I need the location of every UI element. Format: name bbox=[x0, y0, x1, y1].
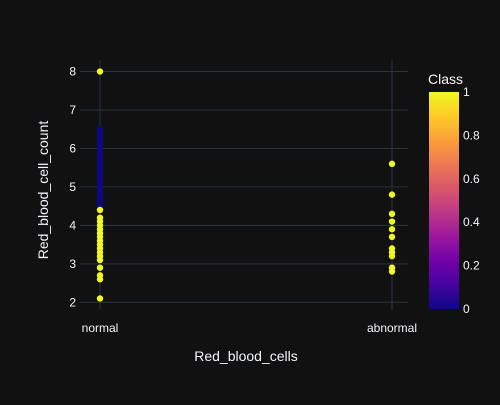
data-point-class-1 bbox=[388, 218, 396, 225]
colorbar-tick-label: 0.2 bbox=[463, 259, 480, 273]
colorbar-tick-label: 0 bbox=[463, 302, 470, 316]
x-tick-label: normal bbox=[82, 321, 119, 335]
x-tick-layer: normal abnormal bbox=[82, 321, 417, 335]
grid-layer bbox=[80, 60, 408, 310]
data-point-class-1 bbox=[96, 264, 104, 271]
data-point-class-1 bbox=[388, 268, 396, 275]
y-tick-label: 5 bbox=[69, 180, 76, 194]
point-layer bbox=[96, 68, 396, 302]
x-tick-label: abnormal bbox=[367, 321, 417, 335]
data-point-class-1 bbox=[96, 68, 104, 75]
data-point-class-1 bbox=[388, 210, 396, 218]
data-point-class-1 bbox=[388, 233, 396, 241]
colorbar-tick-label: 0.6 bbox=[463, 172, 480, 186]
y-tick-layer: 2 3 4 5 6 7 8 bbox=[69, 65, 76, 310]
x-axis-title: Red_blood_cells bbox=[194, 348, 298, 364]
data-point-class-1 bbox=[96, 206, 104, 214]
colorbar-tick-layer: 0 0.2 0.4 0.6 0.8 1 bbox=[463, 85, 480, 316]
data-point-class-1 bbox=[388, 160, 396, 168]
colorbar-tick-label: 0.8 bbox=[463, 128, 480, 142]
y-tick-label: 2 bbox=[69, 295, 76, 309]
data-point-class-1 bbox=[388, 226, 396, 233]
data-point-class-1 bbox=[388, 252, 396, 260]
colorbar: Class 0 0.2 0.4 0.6 0.8 1 bbox=[428, 71, 480, 316]
y-tick-label: 6 bbox=[69, 141, 76, 155]
data-point-class-1 bbox=[96, 256, 104, 264]
y-axis-title: Red_blood_cell_count bbox=[35, 121, 51, 260]
colorbar-gradient-bar bbox=[429, 92, 459, 309]
data-point-class-0 bbox=[96, 126, 104, 133]
data-point-class-1 bbox=[96, 295, 104, 302]
y-tick-label: 3 bbox=[69, 257, 76, 271]
y-tick-label: 4 bbox=[69, 218, 76, 232]
data-point-class-1 bbox=[388, 191, 396, 198]
colorbar-tick-label: 1 bbox=[463, 85, 470, 99]
y-tick-label: 8 bbox=[69, 65, 76, 79]
colorbar-title: Class bbox=[428, 71, 463, 87]
y-tick-label: 7 bbox=[69, 103, 76, 117]
data-point-class-1 bbox=[96, 276, 104, 283]
colorbar-tick-label: 0.4 bbox=[463, 215, 480, 229]
